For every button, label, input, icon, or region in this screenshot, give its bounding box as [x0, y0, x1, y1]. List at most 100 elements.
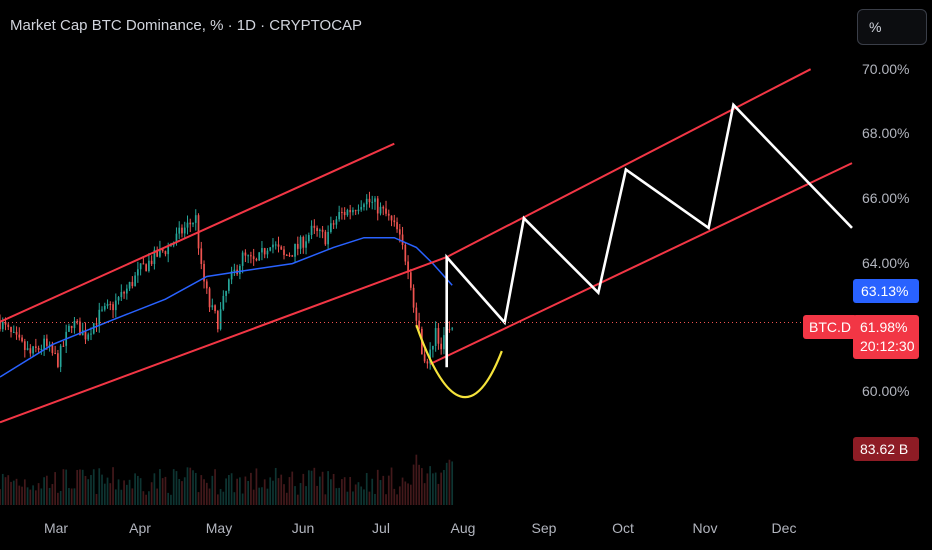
volume-bar: [76, 469, 79, 505]
candle-body: [1, 321, 4, 330]
candle-body: [357, 209, 360, 212]
volume-bar: [291, 471, 294, 505]
candle-body: [29, 348, 32, 354]
candle-body: [222, 295, 225, 310]
volume-bar: [376, 469, 379, 505]
candle-body: [280, 246, 283, 250]
candle-body: [34, 346, 37, 349]
channel-line: [446, 68, 812, 258]
volume-bar: [156, 488, 159, 505]
candle-body: [360, 207, 363, 210]
volume-bar: [357, 482, 360, 505]
channel-line: [0, 142, 395, 323]
volume-bars: [0, 454, 454, 505]
candle-body: [332, 223, 335, 225]
candle-body: [194, 215, 197, 223]
candle-body: [216, 310, 219, 330]
volume-bar: [73, 488, 76, 505]
volume-bar: [393, 488, 396, 505]
volume-bar: [368, 491, 371, 505]
volume-bar: [26, 487, 29, 505]
volume-bar: [46, 475, 48, 505]
price-tick: 66.00%: [862, 190, 910, 206]
volume-bar: [307, 470, 310, 505]
candle-body: [183, 227, 186, 234]
volume-bar: [10, 481, 12, 505]
volume-bar: [161, 478, 164, 505]
volume-bar: [23, 479, 26, 505]
volume-bar: [305, 486, 307, 505]
candle-body: [407, 261, 409, 273]
candle-body: [316, 227, 318, 231]
candle-body: [48, 344, 51, 346]
volume-bar: [354, 484, 357, 505]
volume-bar: [65, 469, 68, 505]
volume-bar: [200, 475, 203, 505]
candle-body: [440, 343, 443, 350]
volume-bar: [266, 488, 269, 505]
volume-bar: [302, 473, 305, 505]
candles: [0, 191, 454, 373]
candle-body: [12, 331, 15, 333]
volume-bar: [332, 473, 335, 505]
volume-bar: [81, 469, 84, 505]
volume-bar: [98, 468, 101, 505]
candle-body: [203, 264, 205, 282]
percent-scale-button[interactable]: %: [857, 9, 927, 45]
candle-body: [70, 325, 73, 329]
volume-bar: [95, 493, 98, 505]
volume-bar: [109, 483, 112, 505]
volume-bar: [296, 494, 299, 505]
volume-bar: [12, 480, 15, 505]
candle-body: [117, 297, 120, 301]
volume-bar: [396, 494, 398, 505]
volume-bar: [106, 477, 109, 505]
volume-bar: [418, 464, 420, 505]
volume-bar: [338, 487, 341, 505]
candle-body: [164, 251, 167, 255]
candle-body: [335, 219, 338, 225]
volume-bar: [68, 488, 70, 505]
candle-body: [376, 198, 379, 214]
projection-zigzag: [445, 102, 853, 368]
volume-bar: [360, 486, 363, 505]
candle-body: [43, 338, 45, 349]
candle-body: [156, 249, 159, 257]
candle-body: [299, 236, 302, 249]
volume-bar: [398, 486, 401, 505]
candle-body: [153, 249, 156, 265]
volume-bar: [222, 491, 225, 505]
volume-bar: [32, 485, 34, 505]
candle-body: [134, 275, 136, 287]
time-tick: Mar: [43, 520, 69, 536]
candle-body: [131, 281, 134, 287]
candle-body: [261, 248, 263, 253]
candle-body: [7, 324, 10, 328]
candle-body: [432, 345, 434, 350]
candle-body: [109, 303, 112, 305]
candle-body: [255, 258, 258, 261]
volume-bar: [59, 490, 62, 505]
volume-bar: [167, 492, 170, 505]
volume-bar: [1, 473, 4, 505]
candle-body: [415, 307, 418, 321]
volume-bar: [274, 467, 277, 505]
channel-line: [0, 256, 448, 424]
candle-body: [396, 222, 398, 230]
candle-body: [32, 346, 34, 354]
candle-body: [73, 320, 76, 329]
candle-body: [98, 309, 101, 325]
candle-body: [84, 330, 87, 340]
volume-bar: [285, 492, 288, 505]
candle-body: [227, 279, 230, 291]
candle-body: [112, 304, 114, 311]
candle-body: [101, 309, 103, 311]
volume-bar: [261, 487, 263, 505]
volume-bar: [432, 473, 434, 505]
bar-countdown: 20:12:30: [860, 338, 915, 354]
candle-body: [125, 288, 128, 294]
candle-body: [0, 321, 1, 330]
candle-body: [387, 213, 390, 216]
last-price-tag: 61.98% 20:12:30: [853, 315, 919, 359]
